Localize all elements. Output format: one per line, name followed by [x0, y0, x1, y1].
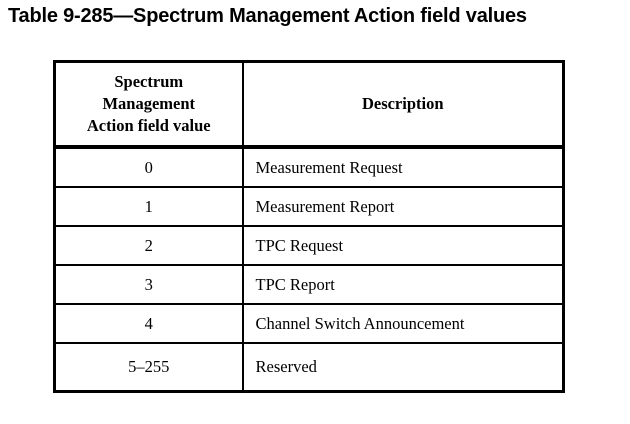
table-row: 0 Measurement Request	[53, 146, 565, 188]
spectrum-management-action-table: Spectrum Management Action field value D…	[53, 60, 565, 393]
cell-description: Measurement Request	[241, 146, 565, 188]
table-header: Spectrum Management Action field value D…	[53, 60, 565, 149]
cell-action-value: 0	[53, 146, 244, 188]
table-row: 5–255 Reserved	[53, 342, 565, 393]
table-row: 1 Measurement Report	[53, 186, 565, 227]
cell-description: Reserved	[241, 342, 565, 393]
cell-action-value: 4	[53, 303, 244, 344]
table-row: 4 Channel Switch Announcement	[53, 303, 565, 344]
header-row: Spectrum Management Action field value D…	[53, 60, 565, 149]
cell-description: Channel Switch Announcement	[241, 303, 565, 344]
table-row: 2 TPC Request	[53, 225, 565, 266]
table-caption: Table 9-285—Spectrum Management Action f…	[8, 5, 527, 27]
header-description: Description	[241, 60, 565, 149]
cell-action-value: 1	[53, 186, 244, 227]
cell-description: TPC Report	[241, 264, 565, 305]
header-action-field-value: Spectrum Management Action field value	[53, 60, 244, 149]
cell-action-value: 5–255	[53, 342, 244, 393]
table-body: 0 Measurement Request 1 Measurement Repo…	[53, 146, 565, 393]
cell-description: Measurement Report	[241, 186, 565, 227]
table-row: 3 TPC Report	[53, 264, 565, 305]
cell-action-value: 3	[53, 264, 244, 305]
cell-description: TPC Request	[241, 225, 565, 266]
cell-action-value: 2	[53, 225, 244, 266]
